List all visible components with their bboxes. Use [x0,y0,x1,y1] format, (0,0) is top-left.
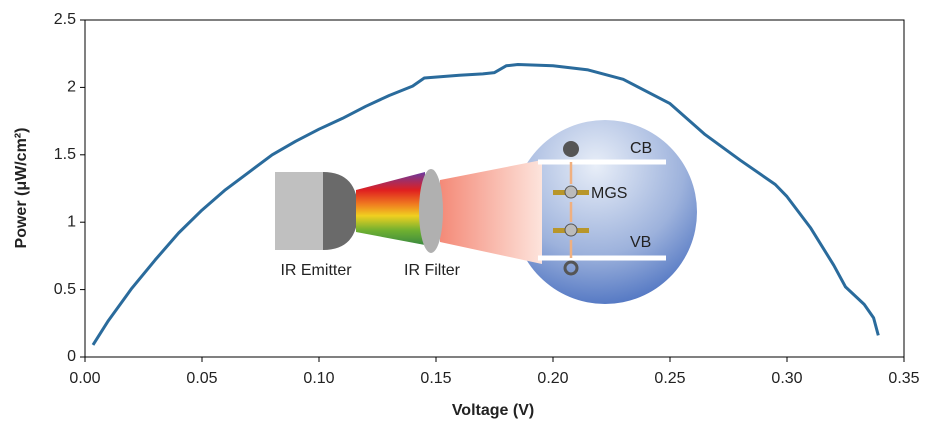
inset-label: MGS [591,185,627,202]
y-tick-label: 2.5 [54,11,76,28]
inset-label: VB [630,234,651,251]
data-line [91,63,880,346]
x-tick-label: 0.25 [654,370,685,387]
y-tick-label: 2 [67,79,76,96]
y-tick-label: 0 [67,348,76,365]
y-axis-label: Power (μW/cm²) [13,128,30,249]
x-tick-label: 0.30 [771,370,802,387]
inset-label: IR Filter [404,262,461,279]
y-tick-label: 0.5 [54,281,76,298]
inset-diagram: IR Emitter IR Filter CB MGS VB [275,120,697,304]
inset-label: CB [630,140,652,157]
x-tick-label: 0.20 [537,370,568,387]
y-tick-label: 1 [67,213,76,230]
x-axis-label: Voltage (V) [452,402,534,419]
x-tick-label: 0.00 [69,370,100,387]
inset-label: IR Emitter [280,262,352,279]
plot-frame [84,19,905,358]
x-tick-label: 0.35 [888,370,919,387]
y-tick-label: 1.5 [54,146,76,163]
x-tick-label: 0.10 [303,370,334,387]
x-tick-label: 0.15 [420,370,451,387]
x-tick-label: 0.05 [186,370,217,387]
